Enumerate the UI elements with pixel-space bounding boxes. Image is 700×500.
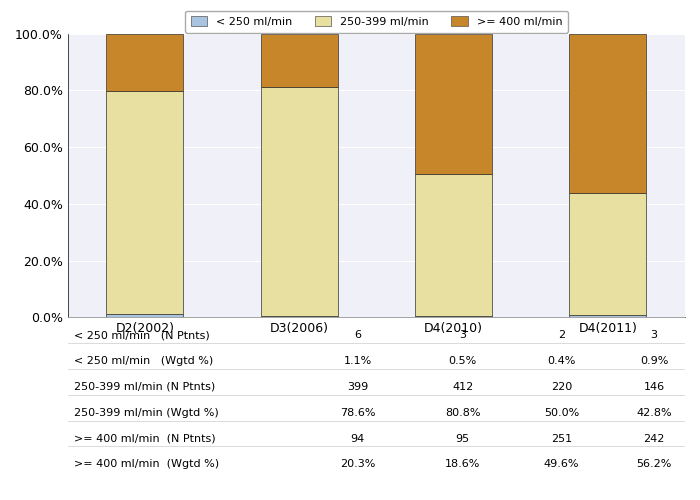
Bar xyxy=(569,315,646,318)
Bar xyxy=(260,316,338,318)
Text: 20.3%: 20.3% xyxy=(340,460,375,469)
Text: 250-399 ml/min (N Ptnts): 250-399 ml/min (N Ptnts) xyxy=(74,382,215,392)
Text: 0.5%: 0.5% xyxy=(449,356,477,366)
Text: 251: 251 xyxy=(551,434,572,444)
Text: 2: 2 xyxy=(558,330,565,340)
Bar xyxy=(415,34,492,174)
Legend: < 250 ml/min, 250-399 ml/min, >= 400 ml/min: < 250 ml/min, 250-399 ml/min, >= 400 ml/… xyxy=(185,11,568,32)
Text: 0.9%: 0.9% xyxy=(640,356,668,366)
Text: 6: 6 xyxy=(354,330,361,340)
Text: 50.0%: 50.0% xyxy=(544,408,579,418)
Bar xyxy=(569,34,646,194)
Text: 49.6%: 49.6% xyxy=(544,460,580,469)
Bar xyxy=(415,174,492,316)
Text: 146: 146 xyxy=(643,382,665,392)
Text: 18.6%: 18.6% xyxy=(445,460,480,469)
Text: 1.1%: 1.1% xyxy=(344,356,372,366)
Text: 242: 242 xyxy=(643,434,665,444)
Text: 412: 412 xyxy=(452,382,473,392)
Bar xyxy=(106,314,183,318)
Text: 250-399 ml/min (Wgtd %): 250-399 ml/min (Wgtd %) xyxy=(74,408,218,418)
Text: 399: 399 xyxy=(347,382,368,392)
Bar xyxy=(415,316,492,318)
Bar xyxy=(260,34,338,86)
Text: 3: 3 xyxy=(459,330,466,340)
Text: 42.8%: 42.8% xyxy=(636,408,672,418)
Text: >= 400 ml/min  (Wgtd %): >= 400 ml/min (Wgtd %) xyxy=(74,460,219,469)
Text: 95: 95 xyxy=(456,434,470,444)
Text: 78.6%: 78.6% xyxy=(340,408,376,418)
Text: 0.4%: 0.4% xyxy=(547,356,575,366)
Text: 3: 3 xyxy=(650,330,657,340)
Bar xyxy=(106,34,183,91)
Text: < 250 ml/min   (N Ptnts): < 250 ml/min (N Ptnts) xyxy=(74,330,210,340)
Bar xyxy=(569,194,646,315)
Text: >= 400 ml/min  (N Ptnts): >= 400 ml/min (N Ptnts) xyxy=(74,434,216,444)
Text: 220: 220 xyxy=(551,382,572,392)
Text: < 250 ml/min   (Wgtd %): < 250 ml/min (Wgtd %) xyxy=(74,356,214,366)
Text: 56.2%: 56.2% xyxy=(636,460,672,469)
Bar xyxy=(106,91,183,314)
Text: 94: 94 xyxy=(351,434,365,444)
Text: 80.8%: 80.8% xyxy=(445,408,480,418)
Bar xyxy=(260,86,338,316)
